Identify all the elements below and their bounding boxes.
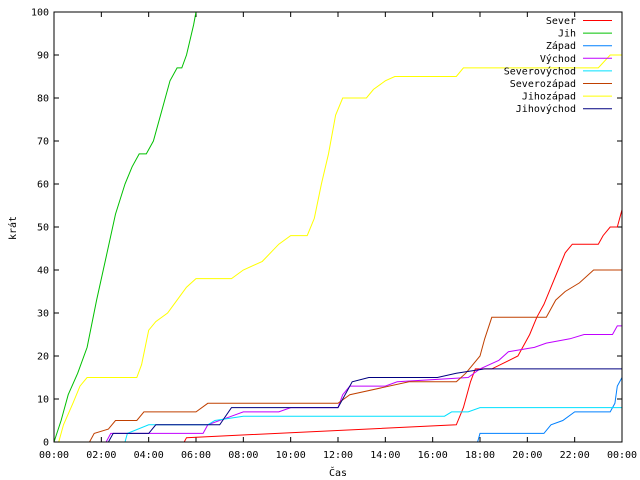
y-tick-label: 0 <box>43 438 49 449</box>
series-line-2 <box>53 11 197 443</box>
x-tick-label: 04:00 <box>134 450 164 461</box>
x-axis-label: Čas <box>329 466 347 479</box>
legend-label: Severovýchod <box>504 65 576 77</box>
series-line-4 <box>105 325 622 443</box>
y-axis-label: krát <box>7 216 19 240</box>
x-tick-label: 10:00 <box>276 450 306 461</box>
series-line-6 <box>89 269 622 443</box>
x-tick-label: 08:00 <box>228 450 258 461</box>
y-tick-label: 80 <box>37 94 49 105</box>
x-tick-label: 18:00 <box>465 450 495 461</box>
y-tick-label: 40 <box>37 266 49 277</box>
x-tick-label: 00:00 <box>607 450 637 461</box>
series-line-7 <box>58 54 622 443</box>
x-tick-label: 06:00 <box>181 450 211 461</box>
legend-label: Sever <box>546 16 576 27</box>
x-tick-label: 20:00 <box>512 450 542 461</box>
y-tick-label: 100 <box>31 8 49 19</box>
legend: Sever JihZápadVýchodSeverovýchodSeverozáp… <box>504 16 612 115</box>
y-tick-labels: 0 10 20 30 40 50 60 70 80 90 100 <box>31 8 49 449</box>
series-lines <box>53 11 623 443</box>
x-tick-label: 16:00 <box>418 450 448 461</box>
x-tick-label: 12:00 <box>323 450 353 461</box>
y-tick-label: 30 <box>37 309 49 320</box>
y-tick-label: 50 <box>37 223 49 234</box>
series-line-8 <box>107 368 622 443</box>
y-tick-label: 10 <box>37 395 49 406</box>
series-line-1 <box>183 209 623 443</box>
x-tick-label: 02:00 <box>86 450 116 461</box>
legend-label: Jihozápad <box>522 91 576 103</box>
plot-area-border <box>53 11 623 443</box>
y-tick-label: 20 <box>37 352 49 363</box>
legend-label: Severozápad <box>510 78 576 90</box>
y-tick-label: 70 <box>37 137 49 148</box>
series-line-3 <box>477 377 623 443</box>
series-line-5 <box>124 407 622 443</box>
y-tick-label: 60 <box>37 180 49 191</box>
x-tick-labels: 00:00 02:00 04:00 06:00 08:00 10:00 12:00 14:00… <box>39 450 637 461</box>
y-tick-label: 90 <box>37 51 49 62</box>
legend-label: Jihovýchod <box>516 103 576 115</box>
x-tick-label: 14:00 <box>370 450 400 461</box>
legend-label: Východ <box>540 53 576 65</box>
legend-label: Západ <box>546 40 576 52</box>
legend-label: Jih <box>558 29 576 40</box>
x-tick-label: 22:00 <box>560 450 590 461</box>
x-tick-label: 00:00 <box>39 450 69 461</box>
